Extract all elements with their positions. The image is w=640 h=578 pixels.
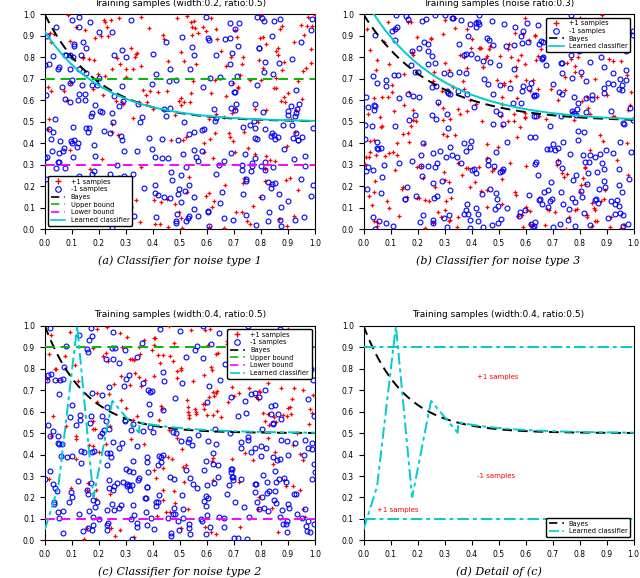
Text: +1 samples: +1 samples <box>377 507 419 513</box>
Title: Training samples (width:0.4, ratio:0.5): Training samples (width:0.4, ratio:0.5) <box>94 310 266 320</box>
Legend: +1 samples, -1 samples, Bayes, Upper bound, Lower bound, Learned classifier: +1 samples, -1 samples, Bayes, Upper bou… <box>227 329 312 379</box>
Text: (a) Classifier for noise type 1: (a) Classifier for noise type 1 <box>98 255 262 266</box>
Title: Training samples (noise ratio:0.3): Training samples (noise ratio:0.3) <box>423 0 574 8</box>
Text: (c) Classifier for noise type 2: (c) Classifier for noise type 2 <box>98 566 262 577</box>
Title: Training samples (width:0.4, ratio:0.5): Training samples (width:0.4, ratio:0.5) <box>413 310 584 320</box>
Text: -1 samples: -1 samples <box>477 473 515 479</box>
Title: Training samples (width:0.2, ratio:0.5): Training samples (width:0.2, ratio:0.5) <box>94 0 266 8</box>
Text: (b) Classifier for noise type 3: (b) Classifier for noise type 3 <box>417 255 580 266</box>
Text: (d) Detail of (c): (d) Detail of (c) <box>456 566 541 577</box>
Legend: +1 samples, -1 samples, Bayes, Learned classifier: +1 samples, -1 samples, Bayes, Learned c… <box>546 18 630 52</box>
Text: +1 samples: +1 samples <box>477 375 518 380</box>
Legend: Bayes, Learned classifier: Bayes, Learned classifier <box>546 518 630 537</box>
Legend: +1 samples, -1 samples, Bayes, Upper bound, Lower bound, Learned classifier: +1 samples, -1 samples, Bayes, Upper bou… <box>48 176 132 226</box>
